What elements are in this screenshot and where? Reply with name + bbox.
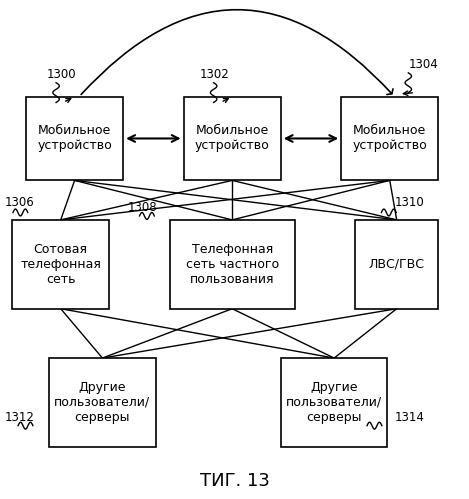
FancyArrowPatch shape xyxy=(81,9,393,94)
Text: Мобильное
устройство: Мобильное устройство xyxy=(352,124,427,153)
Text: Другие
пользователи/
серверы: Другие пользователи/ серверы xyxy=(286,381,382,424)
Text: 1304: 1304 xyxy=(408,58,438,71)
Text: 1302: 1302 xyxy=(200,68,229,81)
Text: Телефонная
сеть частного
пользования: Телефонная сеть частного пользования xyxy=(186,243,279,286)
Text: Мобильное
устройство: Мобильное устройство xyxy=(195,124,270,153)
Text: Другие
пользователи/
серверы: Другие пользователи/ серверы xyxy=(54,381,151,424)
Bar xyxy=(341,96,439,181)
Text: Сотовая
телефонная
сеть: Сотовая телефонная сеть xyxy=(20,243,101,286)
Text: Мобильное
устройство: Мобильное устройство xyxy=(37,124,112,153)
Text: 1300: 1300 xyxy=(47,68,76,81)
Bar xyxy=(49,358,156,447)
Bar xyxy=(26,96,123,181)
Text: ЛВС/ГВС: ЛВС/ГВС xyxy=(369,258,425,271)
Text: 1314: 1314 xyxy=(394,411,424,424)
Bar xyxy=(183,96,281,181)
Bar xyxy=(170,220,295,309)
Bar xyxy=(281,358,387,447)
Text: 1310: 1310 xyxy=(394,196,424,209)
Text: 1312: 1312 xyxy=(5,411,35,424)
Text: ΤИГ. 13: ΤИГ. 13 xyxy=(200,473,269,491)
Text: 1306: 1306 xyxy=(5,196,35,209)
Text: 1308: 1308 xyxy=(128,201,158,214)
Bar xyxy=(12,220,109,309)
Bar xyxy=(355,220,439,309)
